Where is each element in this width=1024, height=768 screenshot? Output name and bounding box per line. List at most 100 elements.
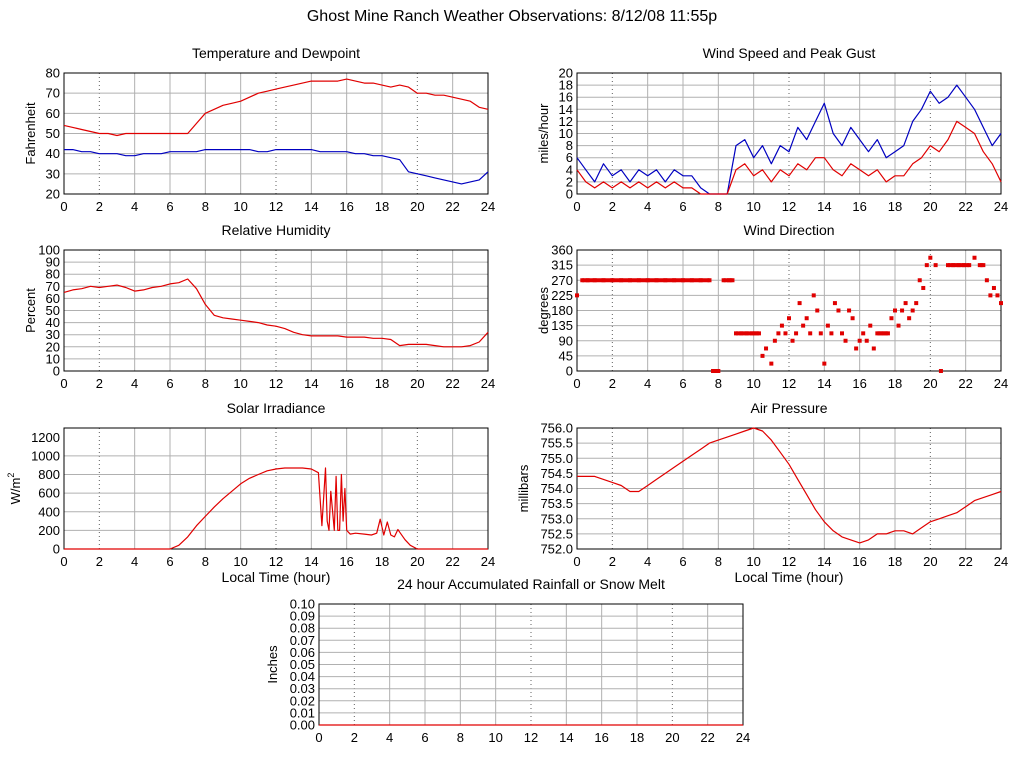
y-tick-label: 754.0 [540,481,573,496]
y-tick-label: 400 [38,504,60,519]
y-tick-label: 0 [53,364,60,379]
data-point [840,331,844,336]
data-point [790,338,795,343]
wind-series-line-1 [576,120,1002,195]
x-tick-label: 18 [375,199,389,214]
data-point [801,323,806,328]
data-point [991,285,996,290]
pressure-y-axis-label: millibars [516,464,531,512]
y-tick-label: 752.0 [540,542,573,557]
x-tick-label: 14 [817,376,831,391]
y-tick-label: 0.09 [290,609,315,624]
solar-title: Solar Irradiance [227,400,326,416]
y-tick-label: 20 [46,339,60,354]
rh-frame [63,249,489,372]
x-tick-label: 4 [644,376,651,391]
x-tick-label: 16 [339,199,353,214]
y-tick-label: 0.03 [290,681,315,696]
data-point [843,338,848,343]
y-tick-label: 360 [551,243,573,258]
y-tick-label: 0 [566,187,573,202]
data-point [999,301,1003,306]
x-tick-label: 0 [573,376,580,391]
x-tick-label: 0 [60,554,67,569]
x-tick-label: 12 [269,376,283,391]
x-tick-label: 6 [679,376,686,391]
y-tick-label: 135 [551,318,573,333]
x-tick-label: 18 [375,376,389,391]
x-tick-label: 22 [700,730,714,745]
x-tick-label: 6 [166,199,173,214]
data-point [864,338,869,343]
x-tick-label: 24 [994,554,1008,569]
x-tick-label: 4 [386,730,393,745]
x-tick-label: 2 [351,730,358,745]
y-tick-label: 0 [53,542,60,557]
rh-y-axis-label: Percent [23,288,38,333]
y-tick-label: 70 [46,86,60,101]
data-point [984,278,989,283]
rain-title: 24 hour Accumulated Rainfall or Snow Mel… [397,576,665,592]
y-tick-label: 270 [551,273,573,288]
x-tick-label: 22 [958,199,972,214]
x-tick-label: 20 [410,554,424,569]
wind-series-line-0 [576,84,1002,195]
rh-series-line-0 [63,278,489,348]
x-tick-label: 0 [60,376,67,391]
x-tick-label: 24 [481,554,495,569]
wind-chart: 0 2 4 6 8 10 12 14 16 18 20 22 2402468101214161820Wi… [536,45,1008,214]
y-tick-label: 90 [46,255,60,270]
x-tick-label: 24 [736,730,750,745]
x-tick-label: 18 [888,199,902,214]
y-tick-label: 753.5 [540,496,573,511]
data-point [822,361,827,366]
data-point [900,308,905,313]
x-tick-label: 0 [60,199,67,214]
data-point [917,278,922,283]
x-tick-label: 12 [782,376,796,391]
x-tick-label: 2 [609,376,616,391]
y-tick-label: 0.02 [290,693,315,708]
data-point [907,316,912,321]
pressure-series-line-0 [577,427,1002,544]
x-tick-label: 8 [715,199,722,214]
x-tick-label: 8 [715,554,722,569]
data-point [938,369,943,373]
data-point [764,346,769,351]
x-tick-label: 14 [817,554,831,569]
y-tick-label: 754.5 [540,466,573,481]
x-tick-label: 18 [888,554,902,569]
y-tick-label: 100 [38,243,60,258]
data-point [818,331,823,336]
x-tick-label: 8 [202,554,209,569]
x-tick-label: 22 [958,554,972,569]
temp-series-line-1 [64,149,489,185]
y-tick-label: 50 [46,126,60,141]
data-point [836,308,841,313]
data-point [995,293,1000,298]
x-tick-label: 14 [817,199,831,214]
y-tick-label: 2 [566,174,573,189]
x-tick-label: 20 [923,199,937,214]
x-tick-label: 12 [269,554,283,569]
y-tick-label: 80 [46,66,60,81]
solar-chart: 0 2 4 6 8 10 12 14 16 18 20 22 240200400600800100012… [6,400,495,585]
x-tick-label: 4 [644,554,651,569]
x-tick-label: 6 [679,199,686,214]
x-tick-label: 8 [457,730,464,745]
x-tick-label: 4 [131,376,138,391]
x-tick-label: 0 [573,554,580,569]
y-tick-label: 80 [46,267,60,282]
temp-chart: 0 2 4 6 8 10 12 14 16 18 20 22 2420304050607080Tempe… [23,45,495,214]
x-tick-label: 2 [96,199,103,214]
x-tick-label: 16 [339,554,353,569]
winddir-title: Wind Direction [743,222,834,238]
data-point [575,293,579,298]
data-point [910,308,915,313]
y-tick-label: 70 [46,279,60,294]
x-tick-label: 24 [994,376,1008,391]
x-tick-label: 10 [746,376,760,391]
y-tick-label: 0.10 [290,597,315,612]
x-tick-label: 12 [782,199,796,214]
y-tick-label: 8 [566,138,573,153]
